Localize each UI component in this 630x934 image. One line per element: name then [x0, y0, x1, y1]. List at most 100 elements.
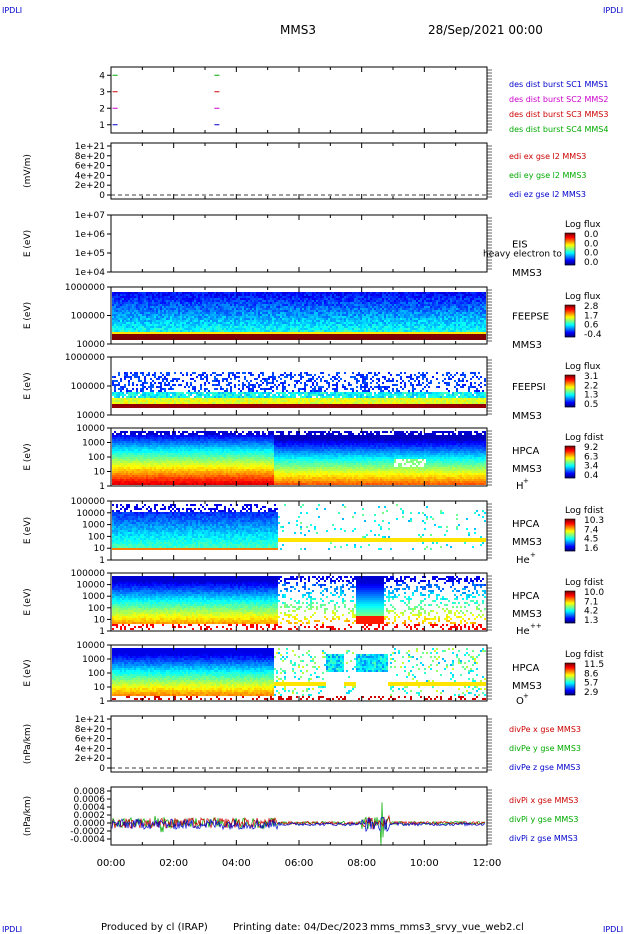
spectrogram-cell: [290, 298, 292, 300]
spectrogram-cell: [180, 334, 182, 336]
spectrogram-cell: [134, 306, 136, 308]
spectrogram-cell: [268, 314, 270, 316]
spectrogram-cell: [132, 312, 134, 314]
spectrogram-cell: [164, 300, 166, 302]
spectrogram-cell: [172, 294, 174, 296]
spectrogram-cell: [134, 298, 136, 300]
spectrogram-cell: [112, 308, 114, 310]
spectrogram-cell: [286, 334, 288, 336]
spectrogram-cell: [218, 300, 220, 302]
spectrogram-cell: [202, 326, 204, 328]
spectrogram-cell: [238, 292, 240, 294]
spectrogram-cell: [188, 302, 190, 304]
spectrogram-cell: [114, 314, 116, 316]
spectrogram-cell: [214, 296, 216, 298]
spectrogram-cell: [238, 316, 240, 318]
spectrogram-cell: [142, 310, 144, 312]
spectrogram-cell: [228, 296, 230, 298]
spectrogram-cell: [288, 332, 290, 334]
spectrogram-cell: [146, 324, 148, 326]
spectrogram-cell: [130, 314, 132, 316]
spectrogram-cell: [216, 302, 218, 304]
spectrogram-cell: [290, 322, 292, 324]
spectrogram-cell: [152, 308, 154, 310]
spectrogram-cell: [132, 292, 134, 294]
spectrogram-cell: [288, 312, 290, 314]
spectrogram-cell: [248, 318, 250, 320]
spectrogram-cell: [198, 320, 200, 322]
spectrogram-cell: [240, 294, 242, 296]
spectrogram-cell: [186, 316, 188, 318]
spectrogram-cell: [168, 314, 170, 316]
spectrogram-cell: [142, 336, 144, 338]
spectrogram-cell: [276, 326, 278, 328]
spectrogram-cell: [214, 326, 216, 328]
spectrogram-cell: [182, 314, 184, 316]
spectrogram-cell: [274, 334, 276, 336]
spectrogram-cell: [236, 302, 238, 304]
spectrogram-cell: [236, 312, 238, 314]
spectrogram-cell: [196, 320, 198, 322]
spectrogram-cell: [294, 326, 296, 328]
spectrogram-cell: [256, 302, 258, 304]
spectrogram-cell: [196, 316, 198, 318]
spectrogram-cell: [140, 312, 142, 314]
spectrogram-cell: [212, 292, 214, 294]
spectrogram-cell: [228, 312, 230, 314]
spectrogram-cell: [178, 308, 180, 310]
spectrogram-cell: [302, 318, 304, 320]
spectrogram-cell: [302, 338, 304, 340]
spectrogram-cell: [286, 312, 288, 314]
spectrogram-cell: [120, 332, 122, 334]
spectrogram-cell: [164, 298, 166, 300]
spectrogram-cell: [182, 292, 184, 294]
spectrogram-cell: [186, 298, 188, 300]
spectrogram-cell: [216, 322, 218, 324]
spectrogram-cell: [162, 320, 164, 322]
spectrogram-cell: [128, 332, 130, 334]
spectrogram-cell: [168, 334, 170, 336]
spectrogram-cell: [122, 300, 124, 302]
spectrogram-cell: [166, 314, 168, 316]
spectrogram-cell: [226, 312, 228, 314]
spectrogram-cell: [252, 302, 254, 304]
spectrogram-cell: [254, 310, 256, 312]
spectrogram-cell: [258, 318, 260, 320]
spectrogram-cell: [196, 298, 198, 300]
spectrogram-cell: [212, 316, 214, 318]
spectrogram-cell: [174, 334, 176, 336]
spectrogram-cell: [300, 306, 302, 308]
spectrogram-cell: [162, 336, 164, 338]
spectrogram-cell: [120, 316, 122, 318]
spectrogram-cell: [238, 296, 240, 298]
spectrogram-cell: [304, 294, 306, 296]
spectrogram-cell: [114, 308, 116, 310]
spectrogram-cell: [130, 308, 132, 310]
spectrogram-cell: [176, 310, 178, 312]
spectrogram-cell: [244, 334, 246, 336]
spectrogram-cell: [304, 296, 306, 298]
spectrogram-cell: [132, 296, 134, 298]
spectrogram-cell: [260, 318, 262, 320]
spectrogram-cell: [296, 312, 298, 314]
spectrogram-cell: [266, 328, 268, 330]
spectrogram-cell: [302, 298, 304, 300]
spectrogram-cell: [238, 334, 240, 336]
spectrogram-cell: [160, 300, 162, 302]
spectrogram-cell: [250, 322, 252, 324]
spectrogram-cell: [154, 334, 156, 336]
spectrogram-cell: [168, 328, 170, 330]
spectrogram-cell: [306, 308, 308, 310]
spectrogram-cell: [280, 306, 282, 308]
spectrogram-cell: [204, 322, 206, 324]
spectrogram-cell: [114, 332, 116, 334]
spectrogram-cell: [182, 336, 184, 338]
spectrogram-cell: [136, 302, 138, 304]
spectrogram-cell: [274, 312, 276, 314]
spectrogram-cell: [144, 336, 146, 338]
spectrogram-cell: [202, 308, 204, 310]
spectrogram-cell: [160, 304, 162, 306]
spectrogram-cell: [300, 330, 302, 332]
spectrogram-cell: [304, 338, 306, 340]
spectrogram-cell: [294, 332, 296, 334]
